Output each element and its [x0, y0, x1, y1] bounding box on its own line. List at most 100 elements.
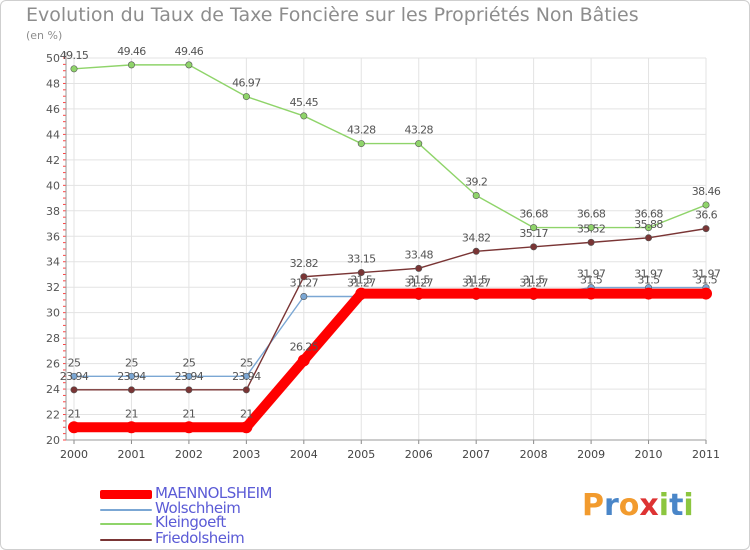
data-label-kleingoeft: 36.68 — [634, 208, 663, 221]
y-tick-label: 32 — [46, 281, 60, 294]
data-point-kleingoeft — [702, 201, 710, 209]
data-point-maennolsheim — [470, 287, 483, 300]
x-tick-label: 2004 — [290, 448, 318, 461]
data-label-kleingoeft: 49.15 — [60, 49, 89, 62]
data-label-wolschheim: 31.97 — [634, 268, 663, 281]
data-point-friedolsheim — [185, 386, 193, 394]
legend-label-maennolsheim: MAENNOLSHEIM — [155, 484, 272, 502]
data-point-wolschheim — [242, 372, 250, 380]
data-label-wolschheim: 31.27 — [519, 276, 548, 289]
data-point-maennolsheim — [412, 287, 425, 300]
data-label-wolschheim: 31.27 — [462, 276, 491, 289]
y-tick-label: 38 — [46, 205, 60, 218]
data-label-friedolsheim: 35.52 — [577, 222, 606, 235]
data-label-maennolsheim: 31.5 — [580, 274, 603, 287]
data-label-wolschheim: 31.27 — [290, 276, 319, 289]
data-label-friedolsheim: 23.94 — [175, 370, 204, 383]
data-label-friedolsheim: 35.88 — [634, 218, 663, 231]
x-tick-label: 2003 — [232, 448, 260, 461]
data-label-kleingoeft: 39.2 — [465, 176, 487, 189]
data-label-friedolsheim: 33.15 — [347, 253, 376, 266]
series-line-friedolsheim — [73, 227, 707, 391]
data-point-kleingoeft — [587, 224, 595, 232]
y-unit-label: (en %) — [26, 29, 63, 42]
series-line-maennolsheim — [69, 288, 711, 433]
data-point-maennolsheim — [527, 287, 540, 300]
data-label-maennolsheim: 31.5 — [695, 274, 718, 287]
data-point-maennolsheim — [68, 421, 80, 434]
data-point-kleingoeft — [300, 112, 308, 120]
data-point-wolschheim — [300, 292, 308, 300]
legend-swatch-friedolsheim — [100, 539, 152, 541]
data-label-wolschheim: 25 — [68, 356, 81, 369]
x-tick-label: 2011 — [692, 448, 720, 461]
data-point-maennolsheim — [585, 287, 598, 300]
data-point-friedolsheim — [70, 386, 78, 394]
data-label-friedolsheim: 34.82 — [462, 231, 491, 244]
data-point-maennolsheim — [355, 287, 368, 300]
data-point-friedolsheim — [645, 234, 653, 242]
y-tick-label: 34 — [46, 256, 60, 269]
data-point-kleingoeft — [185, 61, 193, 69]
legend-label-kleingoeft: Kleingoeft — [155, 513, 226, 531]
logo-letter: i — [658, 488, 670, 523]
data-label-maennolsheim: 31.5 — [637, 274, 660, 287]
data-point-kleingoeft — [357, 140, 365, 148]
data-point-maennolsheim — [182, 421, 195, 434]
data-label-maennolsheim: 21 — [240, 407, 253, 420]
data-label-wolschheim: 25 — [183, 356, 196, 369]
logo-letter: o — [618, 488, 640, 523]
data-label-maennolsheim: 26.25 — [290, 340, 319, 353]
axes: 20 22 24 26 28 30 32 34 36 38 40 42 44 46 48 50 2000 2001… — [46, 52, 720, 461]
data-point-friedolsheim — [530, 243, 538, 251]
data-label-kleingoeft: 36.68 — [519, 208, 548, 221]
data-label-wolschheim: 25 — [125, 356, 138, 369]
data-point-kleingoeft — [645, 224, 653, 232]
data-point-kleingoeft — [472, 192, 480, 200]
data-label-maennolsheim: 21 — [68, 407, 81, 420]
y-tick-label: 20 — [46, 434, 60, 447]
data-label-maennolsheim: 21 — [125, 407, 138, 420]
data-point-kleingoeft — [415, 140, 423, 148]
data-label-wolschheim: 25 — [240, 356, 253, 369]
data-label-kleingoeft: 46.97 — [232, 77, 261, 90]
y-tick-label: 36 — [46, 230, 60, 243]
x-tick-label: 2009 — [577, 448, 605, 461]
y-tick-label: 46 — [46, 103, 60, 116]
data-point-kleingoeft — [127, 61, 135, 69]
logo-letter: x — [639, 488, 659, 523]
logo-letter: t — [669, 488, 684, 523]
data-label-kleingoeft: 43.28 — [347, 124, 376, 137]
series-line-kleingoeft — [73, 64, 707, 229]
y-tick-label: 40 — [46, 179, 60, 192]
logo-letter: P — [582, 488, 604, 523]
data-label-wolschheim: 31.97 — [577, 268, 606, 281]
data-point-friedolsheim — [242, 386, 250, 394]
data-label-wolschheim: 31.97 — [692, 268, 721, 281]
y-tick-label: 30 — [46, 307, 60, 320]
data-label-wolschheim: 31.27 — [404, 276, 433, 289]
data-point-maennolsheim — [642, 287, 655, 300]
x-tick-label: 2000 — [60, 448, 88, 461]
logo-letter: i — [683, 488, 694, 523]
y-tick-label: 50 — [46, 52, 60, 65]
data-label-friedolsheim: 32.82 — [290, 257, 319, 270]
data-point-kleingoeft — [70, 65, 78, 73]
y-tick-label: 44 — [46, 128, 60, 141]
data-label-friedolsheim: 23.94 — [117, 370, 146, 383]
x-tick-label: 2006 — [405, 448, 433, 461]
data-point-wolschheim — [127, 372, 135, 380]
data-point-friedolsheim — [357, 269, 365, 277]
y-tick-label: 24 — [46, 383, 60, 396]
data-label-maennolsheim: 21 — [183, 407, 196, 420]
x-tick-label: 2010 — [635, 448, 663, 461]
data-label-friedolsheim: 23.94 — [232, 370, 261, 383]
y-tick-label: 22 — [46, 409, 60, 422]
data-point-wolschheim — [185, 372, 193, 380]
data-point-maennolsheim — [125, 421, 138, 434]
data-label-maennolsheim: 31.5 — [465, 274, 488, 287]
data-label-kleingoeft: 36.68 — [577, 208, 606, 221]
legend-swatch-kleingoeft — [100, 523, 152, 525]
legend-label-friedolsheim: Friedolsheim — [155, 529, 245, 547]
